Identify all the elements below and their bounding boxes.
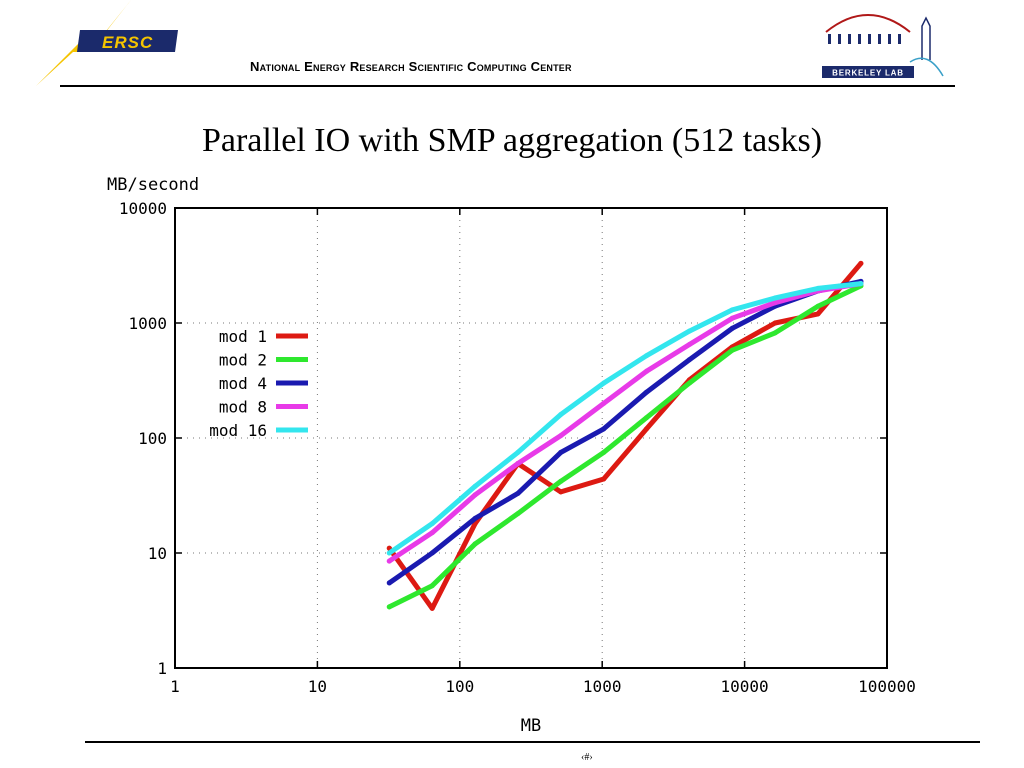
- data-point-mod-8: [644, 368, 649, 374]
- legend-label: mod 1: [219, 327, 267, 346]
- data-point-mod-2: [686, 380, 692, 386]
- data-point-mod-8: [472, 492, 478, 498]
- slide-title: Parallel IO with SMP aggregation (512 ta…: [201, 122, 823, 159]
- data-point-mod-16: [386, 550, 392, 556]
- data-point-mod-4: [601, 426, 607, 432]
- x-tick-label: 100000: [858, 677, 916, 696]
- x-tick-label: 1: [170, 677, 180, 696]
- data-point-mod-8: [386, 558, 392, 564]
- legend-label: mod 16: [209, 421, 267, 440]
- io-bandwidth-chart: 1 10 100 1000 10000 100000 1 10 100 1000 10000 mod…: [107, 175, 916, 736]
- series-line-mod-16: [386, 281, 864, 556]
- data-point-mod-4: [515, 490, 521, 496]
- data-point-mod-16: [601, 380, 607, 386]
- data-point-mod-16: [429, 521, 435, 527]
- berkeley-arc: [825, 14, 911, 33]
- berkeley-lab-logo: BERKELEY LAB: [822, 14, 944, 78]
- data-point-mod-2: [772, 330, 778, 336]
- y-tick-label: 1: [157, 659, 167, 678]
- x-tick-label: 10: [308, 677, 327, 696]
- data-point-mod-1: [558, 489, 564, 495]
- berkeley-hill: [909, 57, 944, 77]
- data-point-mod-16: [815, 285, 821, 291]
- y-axis-label: MB/second: [107, 175, 199, 195]
- data-point-mod-2: [429, 583, 435, 589]
- legend-label: mod 8: [219, 398, 267, 417]
- data-point-mod-4: [686, 357, 692, 363]
- series-line-mod-8: [386, 281, 864, 564]
- data-point-mod-16: [729, 307, 735, 313]
- legend-label: mod 4: [219, 374, 267, 393]
- data-point-mod-8: [429, 530, 435, 536]
- data-point-mod-16: [472, 483, 478, 489]
- data-point-mod-4: [429, 550, 435, 556]
- chart-legend: mod 1 mod 2 mod 4 mod 8 mod 16: [209, 327, 308, 440]
- data-point-mod-4: [729, 325, 735, 331]
- nersc-logo: ERSC: [36, 0, 178, 86]
- data-point-mod-2: [558, 478, 564, 484]
- nersc-logo-text: ERSC: [102, 33, 153, 52]
- data-point-mod-2: [386, 604, 392, 610]
- data-point-mod-1: [601, 476, 607, 482]
- series-line-mod-4: [386, 278, 864, 586]
- y-tick-label: 10000: [119, 199, 167, 218]
- data-point-mod-1: [644, 426, 649, 432]
- data-point-mod-1: [429, 605, 435, 611]
- data-point-mod-2: [601, 449, 607, 455]
- data-point-mod-2: [644, 415, 649, 421]
- data-point-mod-4: [386, 580, 392, 586]
- data-point-mod-4: [644, 389, 649, 395]
- series-line-mod-2: [386, 283, 864, 610]
- y-tick-label: 1000: [128, 314, 167, 333]
- data-point-mod-16: [772, 295, 778, 301]
- data-point-mod-1: [815, 311, 821, 317]
- data-point-mod-1: [858, 260, 864, 266]
- data-series: [386, 260, 864, 611]
- data-point-mod-4: [558, 449, 564, 455]
- axis-ticks: 1 10 100 1000 10000 100000 1 10 100 1000 10000: [119, 199, 916, 696]
- data-point-mod-8: [729, 315, 735, 321]
- berkeley-logo-text: BERKELEY LAB: [832, 69, 904, 78]
- nersc-badge: [77, 30, 178, 52]
- x-tick-label: 10000: [721, 677, 769, 696]
- data-point-mod-2: [815, 303, 821, 309]
- data-point-mod-1: [772, 320, 778, 326]
- data-point-mod-2: [472, 541, 478, 547]
- data-point-mod-16: [515, 449, 521, 455]
- data-point-mod-8: [601, 400, 607, 406]
- data-point-mod-4: [472, 515, 478, 521]
- x-axis-label: MB: [521, 716, 541, 736]
- x-tick-label: 100: [445, 677, 474, 696]
- legend-label: mod 2: [219, 351, 267, 370]
- y-tick-label: 10: [148, 544, 167, 563]
- x-tick-label: 1000: [583, 677, 622, 696]
- data-point-mod-8: [686, 342, 692, 347]
- data-point-mod-2: [729, 347, 735, 353]
- footer-divider: [85, 741, 980, 743]
- data-point-mod-2: [515, 511, 521, 517]
- organization-name: National Energy Research Scientific Comp…: [250, 59, 572, 74]
- header-divider: [60, 85, 955, 87]
- page-number: ‹#›: [581, 752, 593, 763]
- series-line-mod-1: [386, 260, 864, 611]
- y-tick-label: 100: [138, 429, 167, 448]
- data-point-mod-8: [558, 433, 564, 439]
- data-point-mod-16: [558, 412, 564, 417]
- data-point-mod-16: [644, 353, 649, 359]
- berkeley-banner: [822, 66, 914, 78]
- data-point-mod-8: [772, 300, 778, 306]
- berkeley-columns-icon: [828, 34, 901, 44]
- data-point-mod-8: [515, 461, 521, 466]
- berkeley-tower-icon: [921, 16, 931, 60]
- data-point-mod-16: [686, 328, 692, 334]
- data-point-mod-16: [858, 281, 864, 287]
